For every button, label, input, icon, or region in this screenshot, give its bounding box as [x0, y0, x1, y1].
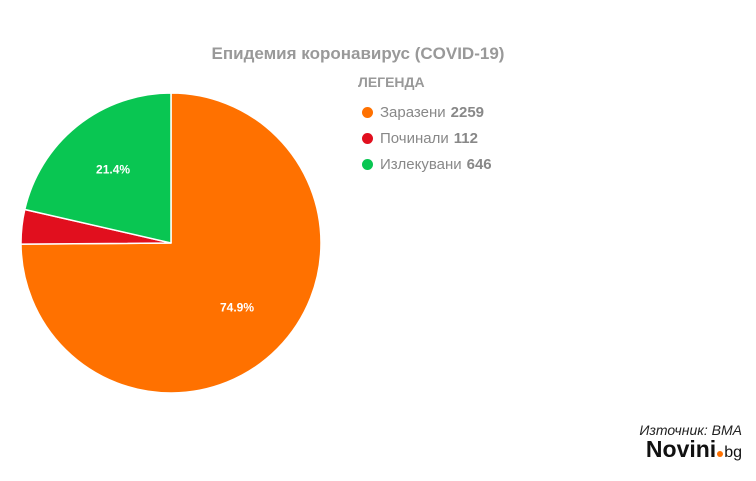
brand-tld: bg: [724, 444, 742, 461]
legend-marker-1: [362, 106, 373, 118]
legend-value-1: 2259: [450, 103, 485, 121]
legend-item-3[interactable]: Излекувани 646: [358, 151, 492, 177]
legend-marker-3: [362, 158, 373, 170]
legend-item-1[interactable]: Заразени 2259: [358, 99, 492, 125]
legend-marker-2: [362, 132, 373, 144]
pie-slice-3: [24, 92, 172, 244]
legend: ЛЕГЕНДА Заразени 2259 Починали 112 Излекуван…: [358, 74, 492, 177]
chart-title: Епидемия коронавирус (COVID-19): [211, 44, 505, 63]
legend-item-2[interactable]: Починали 112: [358, 125, 492, 151]
slice-label-3: 21.4%: [96, 162, 130, 176]
legend-label-3: Излекувани: [380, 155, 462, 173]
brand-dot: [717, 451, 724, 457]
slice-label-1: 74.9%: [220, 301, 254, 315]
legend-label-2: Починали: [380, 129, 449, 147]
brand-logo: Novini bg: [646, 438, 742, 461]
legend-value-2: 112: [453, 129, 478, 147]
pie-slice-1: [20, 92, 322, 394]
legend-label-1: Заразени: [380, 103, 446, 121]
legend-title: ЛЕГЕНДА: [358, 74, 425, 90]
legend-value-3: 646: [466, 155, 492, 173]
source-note: Източник: ВМА: [639, 422, 742, 438]
brand-name: Novini: [645, 436, 717, 462]
